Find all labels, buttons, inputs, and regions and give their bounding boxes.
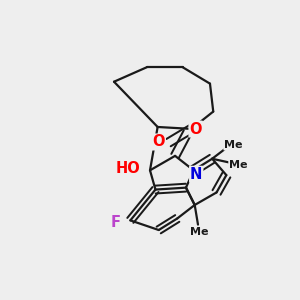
Text: N: N <box>190 167 202 182</box>
Text: Me: Me <box>224 140 243 150</box>
Text: Me: Me <box>229 160 248 170</box>
Text: O: O <box>189 122 202 136</box>
Text: Me: Me <box>190 227 208 237</box>
Text: F: F <box>111 214 121 230</box>
Text: HO: HO <box>116 161 140 176</box>
Text: O: O <box>152 134 165 149</box>
